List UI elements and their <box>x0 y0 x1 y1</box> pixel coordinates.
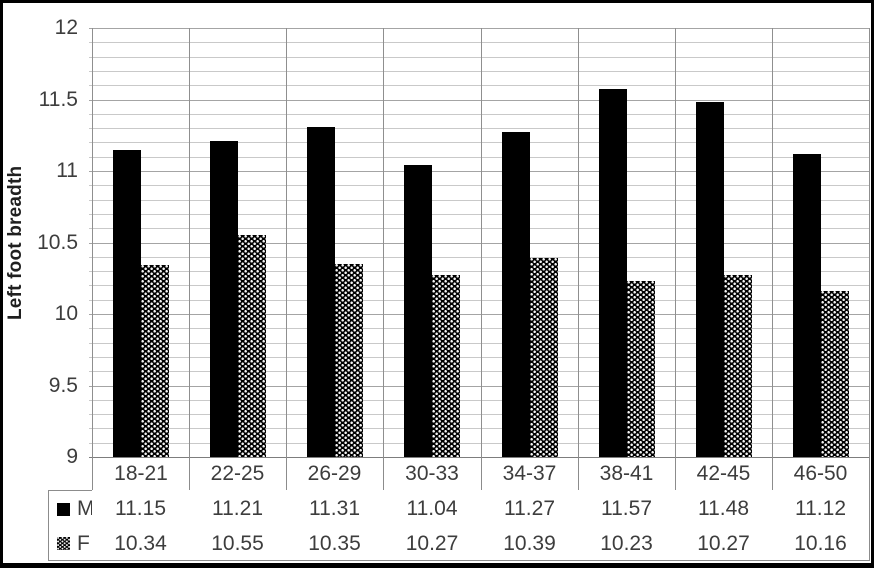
gridline <box>89 114 869 115</box>
gridline <box>89 414 869 415</box>
category-boundary-line <box>869 28 870 457</box>
table-cell-F-18-21: 10.34 <box>92 527 190 561</box>
gridline <box>89 57 869 58</box>
legend-label: M <box>77 497 95 520</box>
table-cell-M-38-41: 11.57 <box>578 490 676 528</box>
x-category-label: 42-45 <box>675 457 773 491</box>
y-tick-label: 9.5 <box>48 374 78 397</box>
legend-M: M <box>48 490 95 528</box>
x-category-label: 26-29 <box>286 457 384 491</box>
x-category-label: 30-33 <box>383 457 482 491</box>
checker-square-icon <box>57 537 70 550</box>
bar-F-26-29 <box>335 264 363 457</box>
gridline <box>89 171 869 172</box>
table-cell-F-34-37: 10.39 <box>481 527 579 561</box>
table-cell-M-18-21: 11.15 <box>92 490 190 528</box>
bar-M-38-41 <box>599 89 627 457</box>
table-cell-F-26-29: 10.35 <box>286 527 384 561</box>
legend-F: F <box>48 527 93 561</box>
gridline <box>89 228 869 229</box>
bar-M-46-50 <box>793 154 821 457</box>
gridline <box>89 328 869 329</box>
x-category-label: 18-21 <box>92 457 190 491</box>
bar-M-18-21 <box>113 150 141 457</box>
table-cell-F-42-45: 10.27 <box>675 527 773 561</box>
bar-M-34-37 <box>502 132 530 457</box>
table-cell-M-42-45: 11.48 <box>675 490 773 528</box>
y-tick-label: 9 <box>66 445 78 468</box>
gridline <box>89 71 869 72</box>
table-cell-M-22-25: 11.21 <box>189 490 287 528</box>
table-cell-M-46-50: 11.12 <box>772 490 870 528</box>
bar-F-46-50 <box>821 291 849 457</box>
y-tick-label: 10.5 <box>37 231 78 254</box>
table-cell-M-34-37: 11.27 <box>481 490 579 528</box>
gridline <box>89 100 869 101</box>
gridline <box>89 200 869 201</box>
category-boundary-line <box>383 28 384 457</box>
bar-F-30-33 <box>432 275 460 457</box>
x-category-label: 22-25 <box>189 457 287 491</box>
gridline <box>89 371 869 372</box>
x-category-label: 38-41 <box>578 457 676 491</box>
gridline <box>89 428 869 429</box>
category-boundary-line <box>286 28 287 457</box>
gridline <box>89 257 869 258</box>
bar-M-30-33 <box>404 165 432 457</box>
table-cell-M-26-29: 11.31 <box>286 490 384 528</box>
category-boundary-line <box>772 28 773 457</box>
gridline <box>89 128 869 129</box>
gridline <box>89 42 869 43</box>
table-cell-F-22-25: 10.55 <box>189 527 287 561</box>
category-boundary-line <box>189 28 190 457</box>
bar-F-22-25 <box>238 235 266 457</box>
gridline <box>89 285 869 286</box>
gridline <box>89 314 869 315</box>
gridline <box>89 85 869 86</box>
legend-label: F <box>77 531 90 555</box>
gridline <box>89 400 869 401</box>
x-category-label: 34-37 <box>481 457 579 491</box>
y-tick-label: 11 <box>56 159 78 182</box>
gridline <box>89 357 869 358</box>
gridline <box>89 243 869 244</box>
table-cell-M-30-33: 11.04 <box>383 490 482 528</box>
y-tick-label: 12 <box>54 16 78 39</box>
gridline <box>89 386 869 387</box>
gridline <box>89 343 869 344</box>
y-tick-label: 10 <box>54 302 78 325</box>
gridline <box>89 28 869 29</box>
gridline <box>89 185 869 186</box>
gridline <box>89 300 869 301</box>
bar-F-18-21 <box>141 265 169 457</box>
bar-M-22-25 <box>210 141 238 457</box>
gridline <box>89 271 869 272</box>
table-cell-F-38-41: 10.23 <box>578 527 676 561</box>
gridline <box>89 443 869 444</box>
x-category-label: 46-50 <box>772 457 870 491</box>
bar-F-34-37 <box>530 258 558 457</box>
table-cell-F-46-50: 10.16 <box>772 527 870 561</box>
bar-F-38-41 <box>627 281 655 457</box>
table-cell-F-30-33: 10.27 <box>383 527 482 561</box>
bar-M-42-45 <box>696 102 724 457</box>
category-boundary-line <box>578 28 579 457</box>
y-tick-label: 11.5 <box>38 88 78 111</box>
bar-F-42-45 <box>724 275 752 457</box>
bar-M-26-29 <box>307 127 335 457</box>
x-axis-line <box>89 457 869 458</box>
category-boundary-line <box>675 28 676 457</box>
category-boundary-line <box>92 28 93 457</box>
gridline <box>89 142 869 143</box>
category-boundary-line <box>481 28 482 457</box>
gridline <box>89 214 869 215</box>
solid-square-icon <box>57 502 70 516</box>
gridline <box>89 157 869 158</box>
